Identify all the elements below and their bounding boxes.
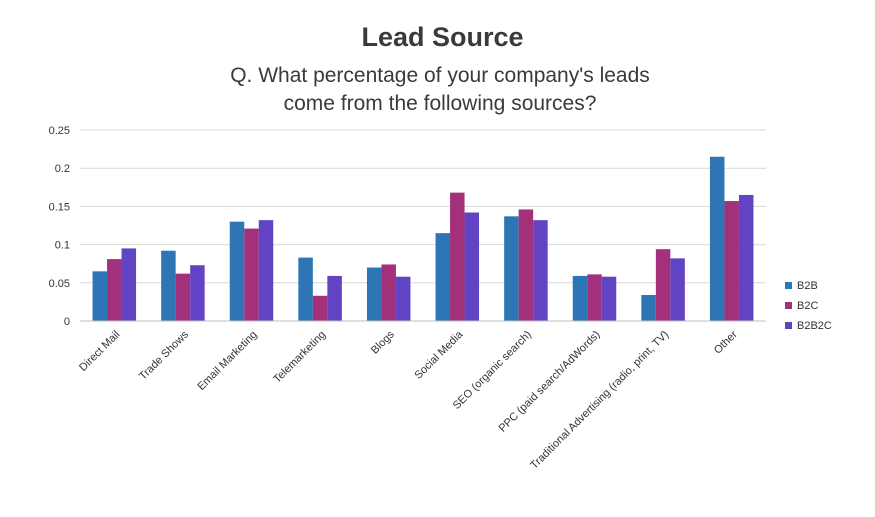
bar-b2c-other (724, 201, 739, 321)
bar-b2c-direct-mail (107, 259, 122, 321)
bar-b2b-trade-shows (161, 250, 176, 321)
bar-b2c-ppc-paid-search-adwords (587, 274, 602, 321)
bar-b2b2c-direct-mail (121, 248, 137, 321)
bar-b2b2c-email-marketing (258, 220, 274, 321)
y-tick-label: 0 (64, 316, 70, 328)
bar-b2b-direct-mail (92, 271, 108, 321)
bar-b2c-telemarketing (312, 295, 328, 321)
bar-b2b2c-social-media (464, 212, 480, 321)
legend: B2B B2C B2B2C (785, 280, 832, 332)
x-category-label: Email Marketing (195, 329, 259, 393)
legend-swatch (785, 302, 792, 309)
bars (92, 156, 754, 321)
bar-b2c-trade-shows (175, 273, 191, 321)
legend-swatch (785, 282, 792, 289)
bar-b2b2c-blogs (395, 276, 411, 321)
bar-b2b-telemarketing (298, 257, 313, 321)
legend-label: B2B2C (797, 320, 832, 332)
x-category-label: SEO (organic search) (451, 329, 534, 412)
bar-b2b2c-seo-organic-search (533, 220, 548, 321)
bar-b2b-ppc-paid-search-adwords (572, 275, 588, 321)
x-category-label: Blogs (369, 328, 397, 356)
bar-b2b2c-ppc-paid-search-adwords (601, 276, 617, 321)
x-axis-category-labels: Direct Mail Trade Shows Email Marketing Tel… (77, 328, 740, 472)
bar-b2c-email-marketing (244, 228, 259, 321)
legend-swatch (785, 322, 792, 329)
chart-title: Lead Source (361, 22, 524, 52)
x-category-label: Other (712, 328, 740, 356)
bar-b2b-blogs (366, 267, 382, 321)
x-category-label: Direct Mail (77, 329, 122, 374)
y-tick-label: 0.2 (55, 163, 70, 175)
bar-b2b-other (709, 156, 725, 321)
x-category-label: Telemarketing (271, 329, 328, 386)
bar-b2b2c-telemarketing (327, 275, 342, 321)
bar-b2c-social-media (450, 192, 465, 321)
bar-b2c-blogs (381, 264, 396, 321)
x-category-label: Traditional Advertising (radio, print, T… (528, 329, 671, 472)
bar-b2b-email-marketing (229, 221, 245, 321)
y-axis-tick-labels: 0 0.05 0.1 0.15 0.2 0.25 (49, 125, 70, 328)
y-tick-label: 0.05 (49, 278, 70, 290)
y-tick-label: 0.15 (49, 201, 70, 213)
legend-label: B2B (797, 280, 818, 292)
bar-b2b-traditional-advertising-radio-print-tv (641, 295, 656, 321)
bar-b2b2c-other (738, 194, 754, 321)
x-category-label: Social Media (412, 328, 466, 382)
legend-label: B2C (797, 300, 818, 312)
bar-b2b-social-media (435, 233, 451, 321)
bar-b2c-traditional-advertising-radio-print-tv (655, 249, 671, 321)
y-tick-label: 0.25 (49, 125, 70, 137)
chart-subtitle: Q. What percentage of your company's lea… (230, 64, 650, 115)
bar-b2c-seo-organic-search (518, 209, 534, 321)
bar-b2b2c-traditional-advertising-radio-print-tv (670, 258, 685, 321)
y-tick-label: 0.1 (55, 240, 70, 252)
bar-b2b-seo-organic-search (504, 216, 519, 321)
bar-b2b2c-trade-shows (190, 265, 205, 321)
x-category-label: Trade Shows (137, 328, 191, 382)
